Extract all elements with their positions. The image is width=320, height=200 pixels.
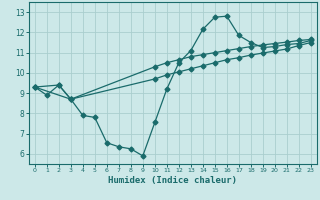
X-axis label: Humidex (Indice chaleur): Humidex (Indice chaleur) (108, 176, 237, 185)
